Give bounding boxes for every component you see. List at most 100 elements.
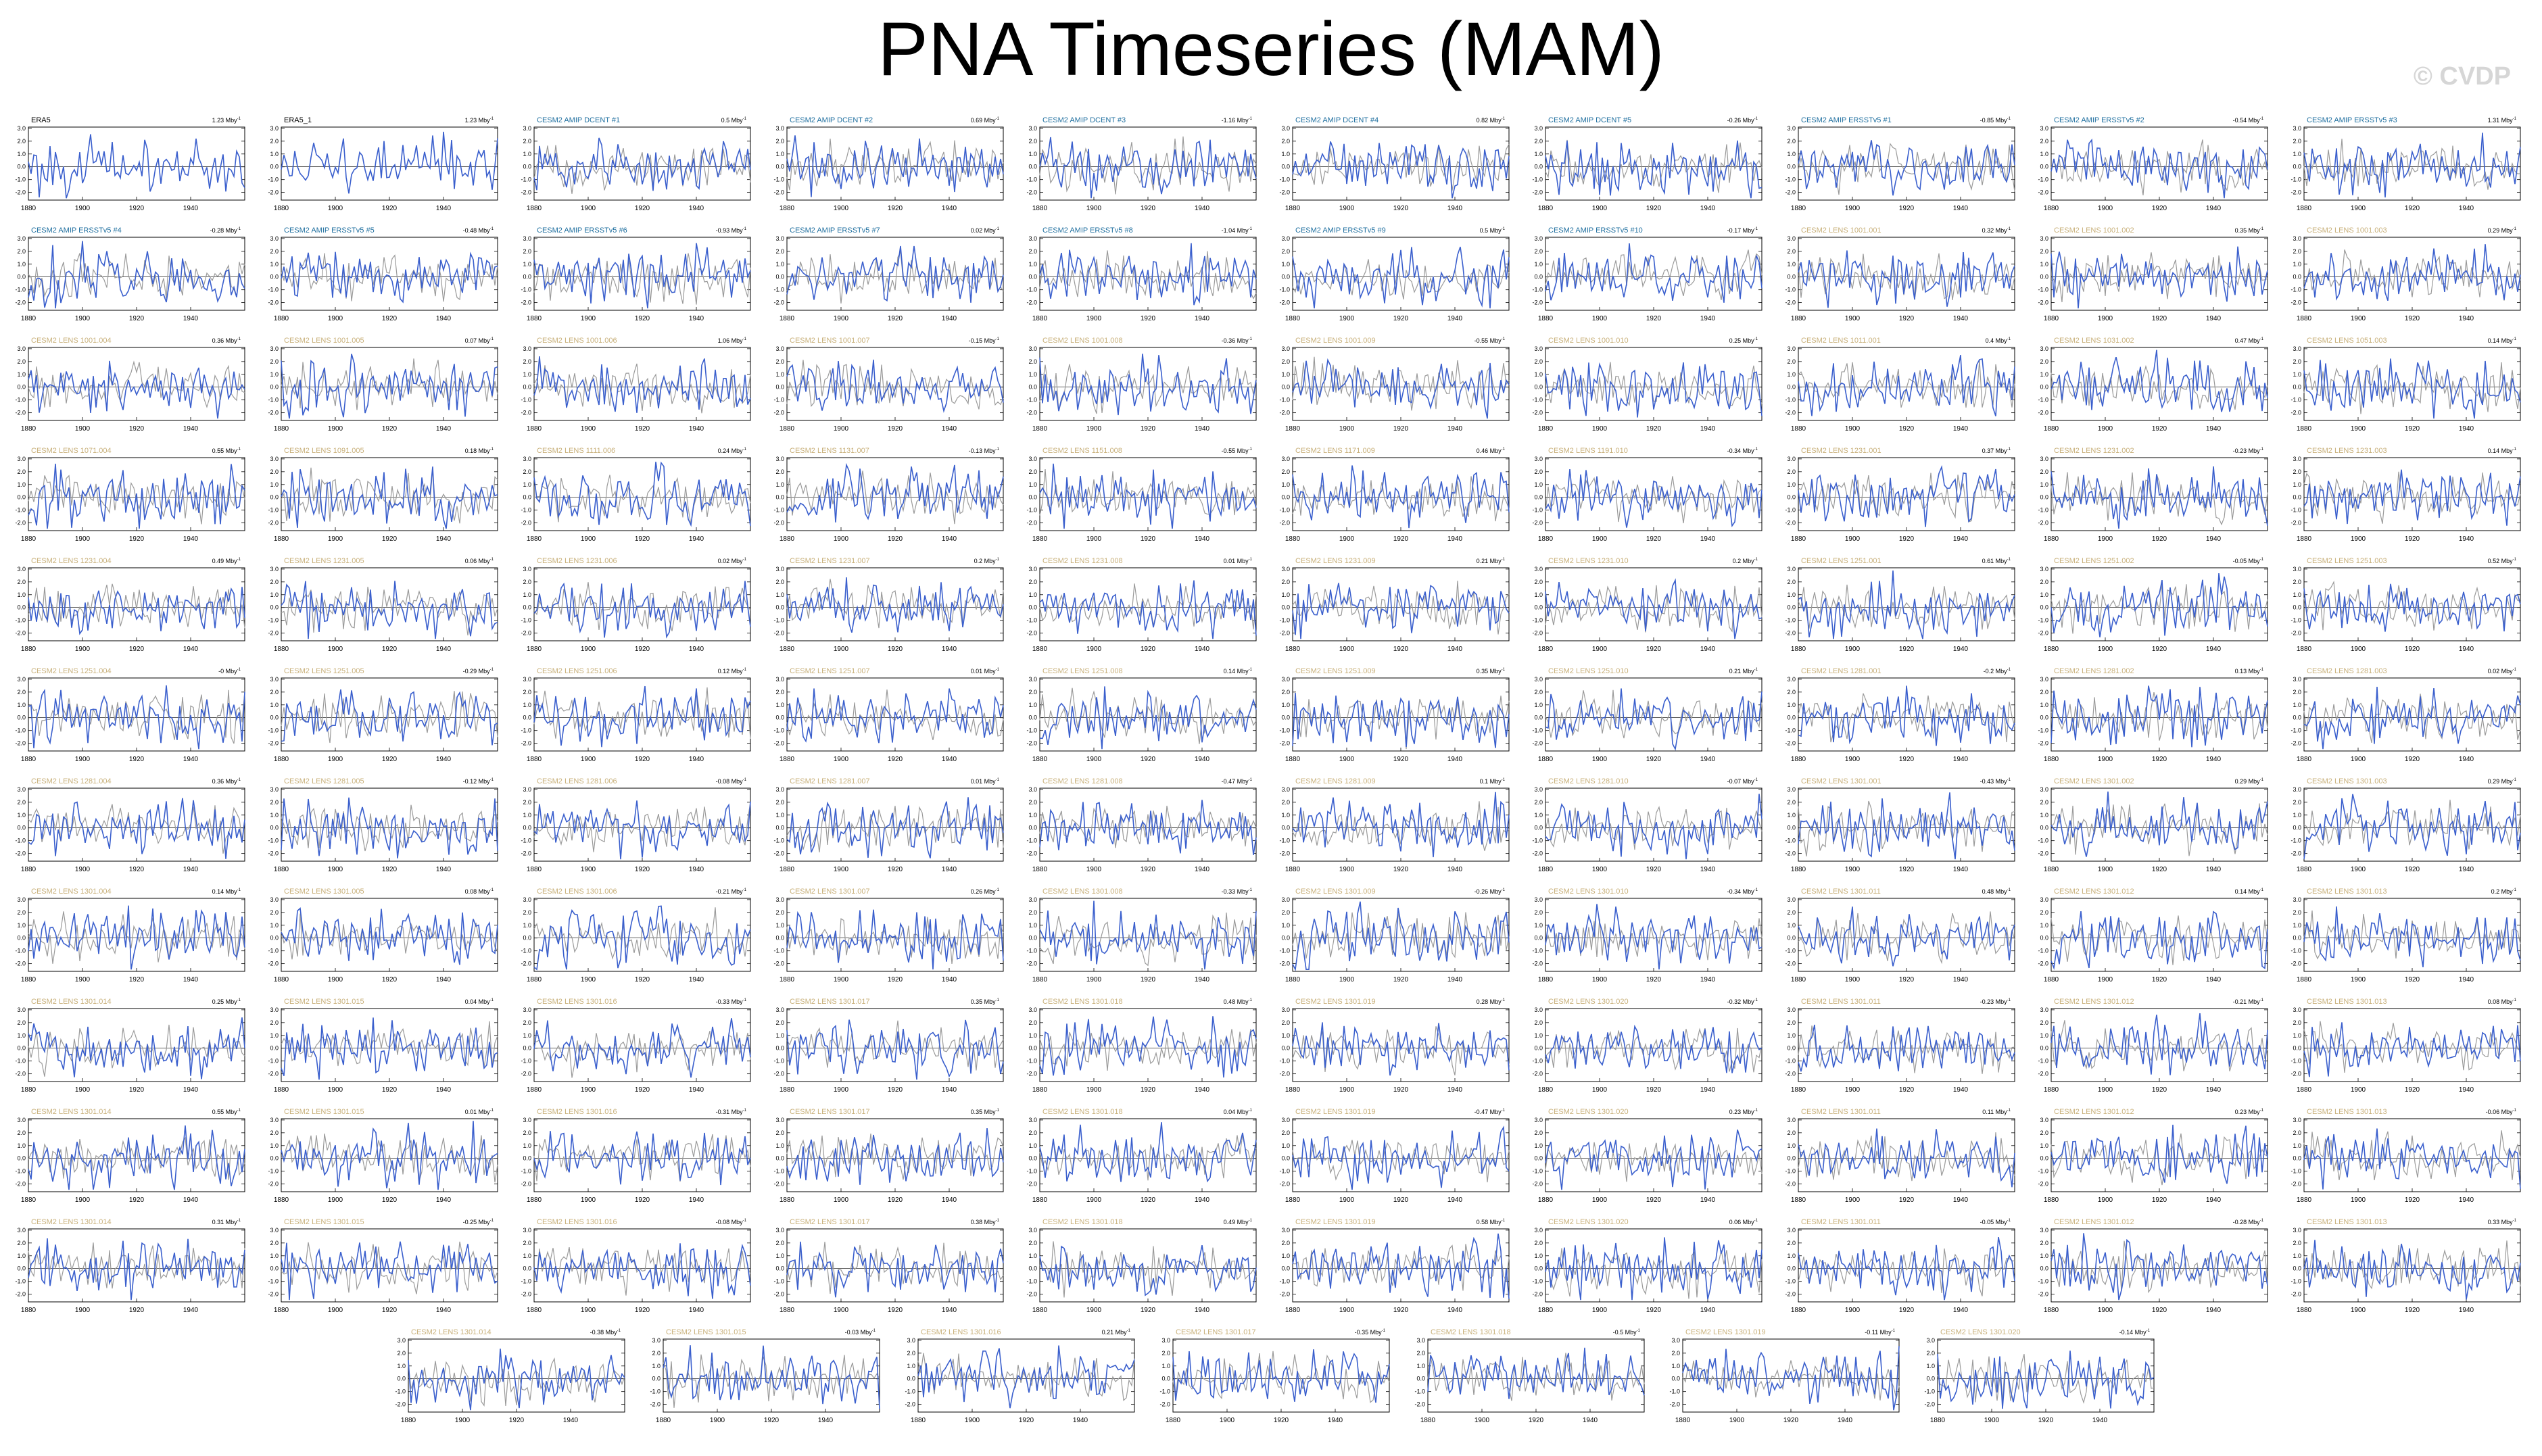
y-tick-label: 2.0 [2040,579,2048,585]
pna-panel: CESM2 LENS 1251.007 0.01 Mby-1-2.0-1.00.0… [773,667,1004,763]
panel-trend: 0.52 Mby-1 [2488,558,2517,564]
y-tick-label: -2.0 [521,189,531,196]
pna-panel: CESM2 LENS 1171.009 0.46 Mby-1-2.0-1.00.0… [1279,447,1510,543]
y-tick-label: 1.0 [2040,812,2048,819]
trend-superscript: -1 [1502,227,1506,231]
x-tick-label: 1940 [942,1196,957,1204]
panel-title: CESM2 LENS 1301.017 [790,1218,870,1226]
x-tick-label: 1940 [436,976,452,984]
y-tick-label: 3.0 [1028,1117,1037,1123]
trend-superscript: -1 [1754,447,1758,452]
panel-frame [1292,567,1510,641]
x-tick-label: 1920 [382,315,398,322]
y-tick-label: 0.0 [17,714,26,721]
y-tick-label: -1.0 [773,1278,784,1285]
y-tick-label: 0.0 [523,714,531,721]
panel-trend: 0.5 Mby-1 [1480,227,1506,234]
y-tick-label: 3.0 [1281,1006,1290,1013]
panel-trend: -0.55 Mby-1 [1222,447,1253,454]
x-tick-label: 1940 [1195,315,1210,322]
y-tick-label: 3.0 [523,786,531,793]
x-tick-label: 1880 [1285,315,1301,322]
panel-frame [1039,457,1257,531]
y-tick-label: -1.0 [1026,948,1037,954]
trend-superscript: -1 [2260,778,2264,782]
y-tick-label: -1.0 [1279,948,1290,954]
x-tick-label: 1920 [2038,1417,2054,1424]
trend-superscript: -1 [996,447,1000,452]
panel-title: CESM2 LENS 1281.005 [284,777,364,785]
y-tick-label: 1.0 [2040,1253,2048,1259]
x-tick-label: 1940 [2206,205,2222,212]
x-tick-label: 1880 [1285,866,1301,873]
trend-superscript: -1 [490,227,494,231]
pna-panel: CESM2 AMIP ERSSTv5 #9 0.5 Mby-1-2.0-1.00.… [1279,226,1510,322]
y-tick-label: -2.0 [1026,961,1037,967]
x-tick-label: 1920 [129,646,145,653]
trend-superscript: -1 [2007,337,2011,341]
y-tick-label: 1.0 [523,261,531,268]
pna-panel: CESM2 LENS 1301.017 0.38 Mby-1-2.0-1.00.0… [773,1218,1004,1314]
y-tick-label: 0.0 [1534,935,1543,942]
y-tick-label: 2.0 [2293,689,2301,696]
x-tick-label: 1920 [1274,1417,1289,1424]
y-tick-label: 0.0 [907,1376,915,1382]
trend-superscript: -1 [2260,1109,2264,1113]
trend-superscript: -1 [1249,888,1253,892]
panel-trend: 0.36 Mby-1 [212,778,241,785]
pna-panel: CESM2 LENS 1051.003 0.14 Mby-1-2.0-1.00.0… [2291,337,2521,433]
x-tick-label: 1880 [274,425,289,433]
y-tick-label: 2.0 [1028,1240,1037,1246]
y-tick-label: 1.0 [775,371,784,378]
x-tick-label: 1920 [129,535,145,543]
x-tick-label: 1880 [1538,1086,1554,1094]
y-tick-label: -1.0 [2291,1278,2301,1285]
y-tick-label: -2.0 [773,299,784,306]
y-tick-label: 0.0 [1281,1045,1290,1052]
model-series-line [786,135,1004,197]
y-tick-label: 0.0 [270,714,279,721]
x-tick-label: 1880 [2297,1307,2312,1314]
x-tick-label: 1920 [635,1086,650,1094]
obs-series-line [2303,800,2521,850]
x-tick-label: 1920 [382,1196,398,1204]
model-series-line [2051,1124,2268,1184]
x-tick-label: 1880 [2297,205,2312,212]
x-tick-label: 1900 [75,1086,91,1094]
panel-title: CESM2 AMIP ERSSTv5 #10 [1548,226,1643,235]
y-tick-label: -2.0 [1924,1401,1935,1408]
x-tick-label: 1900 [328,205,343,212]
panel-title: CESM2 LENS 1301.016 [537,1218,617,1226]
x-tick-label: 1900 [2098,425,2113,433]
y-tick-label: 0.0 [775,494,784,501]
x-tick-label: 1900 [1339,866,1355,873]
y-tick-label: -2.0 [2038,1291,2048,1298]
model-series-line [1039,1244,1257,1296]
x-tick-label: 1880 [527,1086,542,1094]
model-series-line [1545,1237,1762,1301]
x-tick-label: 1900 [328,866,343,873]
obs-series-line [28,804,245,854]
x-tick-label: 1900 [75,646,91,653]
pna-panel: CESM2 LENS 1301.015 -0.25 Mby-1-2.0-1.00.… [268,1218,498,1314]
y-tick-label: 1.0 [270,812,279,819]
pna-panel: CESM2 LENS 1301.011 -0.05 Mby-1-2.0-1.00.… [1785,1218,2015,1314]
y-tick-label: 0.0 [1281,384,1290,391]
pna-panel: CESM2 LENS 1281.006 -0.08 Mby-1-2.0-1.00.… [521,777,751,873]
y-tick-label: 1.0 [17,261,26,268]
panel-trend: -0.2 Mby-1 [1984,668,2011,675]
y-tick-label: -1.0 [773,617,784,624]
trend-superscript: -1 [2007,117,2011,121]
trend-superscript: -1 [1754,778,1758,782]
model-series-line [1039,580,1257,639]
obs-series-line [281,804,498,852]
model-series-line [28,587,245,635]
y-tick-label: -2.0 [2291,189,2301,196]
y-tick-label: 2.0 [1787,1130,1796,1136]
panel-title: CESM2 LENS 1251.010 [1548,667,1629,675]
model-series-line [2303,1022,2521,1077]
y-tick-label: 2.0 [1787,1240,1796,1246]
panel-title: CESM2 LENS 1251.001 [1801,557,1881,565]
pna-panel: CESM2 AMIP ERSSTv5 #5 -0.48 Mby-1-2.0-1.0… [268,226,498,322]
y-tick-label: 2.0 [907,1350,915,1357]
